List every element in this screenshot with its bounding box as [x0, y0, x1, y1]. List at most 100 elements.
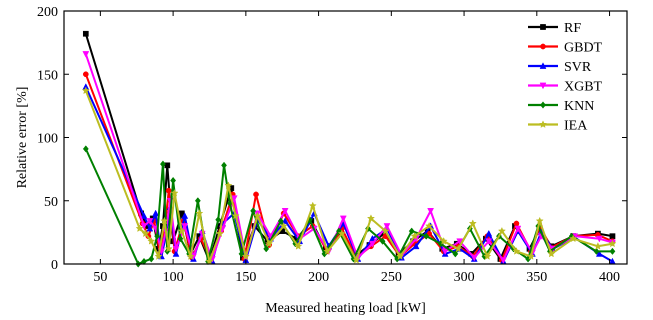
data-point-iea [154, 252, 163, 260]
data-point-knn [148, 255, 155, 263]
x-tick-label: 400 [599, 270, 620, 285]
data-point-iea [410, 231, 419, 240]
data-point-xgbt [470, 254, 478, 262]
series-iea [81, 86, 617, 265]
data-point-iea [454, 244, 463, 253]
data-point-iea [160, 216, 169, 225]
data-point-iea [279, 221, 288, 230]
legend-marker-rf [540, 24, 546, 30]
data-point-iea [425, 221, 434, 230]
data-point-knn [609, 247, 616, 255]
data-point-svr [412, 242, 420, 250]
data-point-xgbt [140, 223, 148, 230]
legend-marker-xgbt [539, 82, 547, 90]
data-point-knn [215, 216, 222, 224]
legend-label-svr: SVR [564, 60, 592, 75]
data-point-xgbt [514, 225, 522, 233]
data-point-iea [381, 226, 390, 235]
legend-item-gbdt: GBDT [528, 41, 603, 56]
data-point-iea [81, 86, 90, 95]
data-point-gbdt [165, 187, 172, 194]
legend-item-xgbt: XGBT [528, 80, 603, 95]
y-tick-label: 100 [37, 132, 58, 147]
data-point-gbdt [82, 71, 89, 78]
data-point-iea [135, 224, 144, 233]
data-point-rf [164, 162, 171, 169]
data-point-knn [263, 245, 270, 253]
data-point-knn [154, 232, 161, 240]
data-point-iea [231, 211, 240, 220]
data-point-gbdt [513, 220, 520, 227]
data-point-knn [277, 217, 284, 225]
data-point-knn [250, 207, 257, 215]
data-point-iea [468, 219, 477, 227]
data-point-knn [408, 227, 415, 235]
data-point-knn [82, 145, 89, 153]
legend-label-xgbt: XGBT [564, 80, 603, 95]
data-point-xgbt [427, 208, 435, 215]
data-point-iea [439, 236, 448, 245]
x-tick-label: 250 [381, 270, 402, 285]
legend-marker-knn [540, 101, 546, 109]
data-point-svr [140, 212, 148, 219]
data-point-svr [595, 250, 603, 257]
data-point-iea [323, 247, 332, 255]
x-tick-label: 150 [235, 270, 256, 285]
data-point-iea [547, 249, 556, 258]
data-point-knn [170, 176, 177, 185]
data-point-iea [147, 236, 156, 245]
x-tick-label: 300 [454, 270, 475, 285]
data-point-iea [308, 201, 317, 210]
data-point-svr [172, 250, 180, 257]
data-point-xgbt [595, 235, 603, 243]
legend-label-iea: IEA [564, 119, 588, 134]
y-axis-label: Relative error [%] [15, 87, 30, 189]
data-point-xgbt [456, 238, 464, 245]
data-point-rf [609, 233, 616, 240]
data-point-iea [569, 234, 578, 243]
data-point-xgbt [146, 218, 154, 225]
data-point-knn [160, 160, 166, 168]
data-point-iea [215, 229, 224, 238]
data-point-knn [452, 250, 459, 258]
legend-label-gbdt: GBDT [564, 41, 603, 56]
data-point-svr [485, 229, 493, 237]
data-point-xgbt [281, 208, 289, 215]
y-tick-label: 150 [37, 68, 58, 83]
data-point-xgbt [485, 238, 493, 245]
data-point-iea [224, 181, 233, 190]
legend-marker-iea [538, 120, 548, 128]
data-point-iea [253, 211, 262, 220]
y-tick-label: 200 [37, 5, 58, 20]
legend-item-knn: KNN [528, 99, 594, 114]
data-point-iea [512, 247, 521, 255]
x-tick-label: 50 [93, 270, 107, 285]
data-point-xgbt [82, 51, 90, 58]
data-point-xgbt [172, 245, 180, 253]
data-point-xgbt [230, 195, 238, 202]
x-axis-label: Measured heating load [kW] [265, 301, 426, 316]
data-point-knn [141, 257, 147, 266]
data-point-iea [294, 242, 303, 250]
data-point-iea [535, 216, 544, 225]
y-tick-label: 50 [44, 195, 58, 210]
x-tick-label: 200 [308, 270, 329, 285]
data-point-iea [205, 257, 214, 265]
data-point-knn [423, 232, 430, 240]
data-point-iea [241, 252, 250, 260]
legend-label-rf: RF [564, 21, 581, 36]
series-layer [81, 30, 617, 268]
data-point-knn [194, 197, 201, 205]
legend-label-knn: KNN [564, 99, 594, 114]
data-point-knn [177, 235, 184, 243]
data-point-iea [608, 239, 617, 248]
legend-item-iea: IEA [528, 119, 588, 134]
data-point-svr [152, 209, 160, 217]
legend: RF GBDT SVR XGBT KNN IEA [528, 21, 603, 134]
x-tick-label: 350 [526, 270, 547, 285]
legend-item-rf: RF [528, 21, 581, 36]
data-point-xgbt [383, 223, 391, 230]
data-point-xgbt [339, 215, 347, 223]
